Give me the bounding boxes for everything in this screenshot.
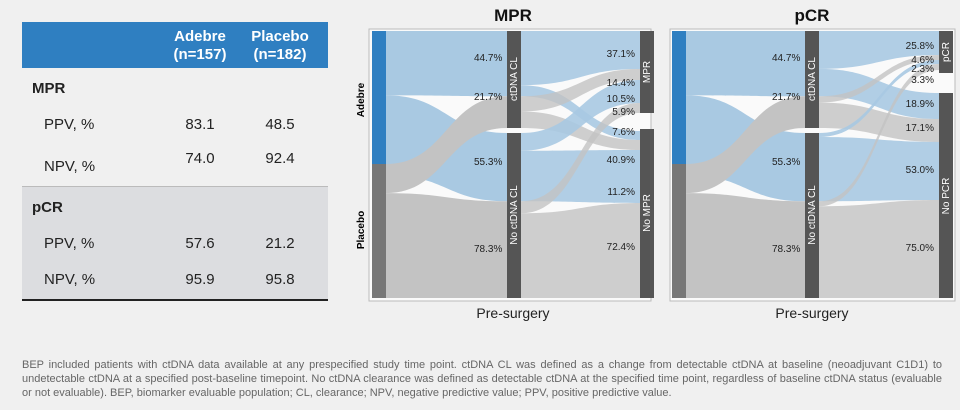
node-ctdna-cl — [805, 31, 819, 128]
flow-no-ctdna-cl-to-pcr — [819, 64, 939, 207]
section-title: pCR — [32, 199, 63, 216]
flow-pct-label: 78.3% — [474, 244, 502, 255]
sankey-pcr: pCR ctDNA CL No ctDNA CL pCR No PCR 44.7… — [669, 6, 956, 321]
flow-ctdna-cl-to-no-pcr — [819, 102, 939, 142]
mid-label-no-ctdna-cl: No ctDNA CL — [807, 185, 818, 245]
flow-adebre-to-ctdna-cl — [686, 31, 805, 97]
section-title: MPR — [32, 80, 66, 97]
flow-ctdna-cl-to-no-mpr — [521, 111, 640, 150]
sankey-mpr: MPR Adebre Placebo ctDNA CL No ctDNA CL … — [356, 6, 654, 321]
flow-pct-label: 21.7% — [772, 92, 800, 103]
table-header: Adebre (n=157) Placebo (n=182) — [22, 22, 328, 68]
flow-no-ctdna-cl-to-pcr — [819, 60, 939, 137]
flow-pct-label: 40.9% — [607, 155, 635, 166]
section-mpr: MPR PPV, % 83.1 48.5 NPV, % 74.0 92.4 — [22, 68, 328, 187]
mid-label-no-ctdna-cl: No ctDNA CL — [509, 185, 520, 245]
header-adebre: Adebre (n=157) — [173, 28, 227, 63]
flow-pct-label: 11.2% — [607, 187, 635, 198]
flow-pct-label: 25.8% — [906, 41, 934, 52]
flow-pct-label: 4.6% — [911, 55, 934, 66]
right-label-no-pcr: No PCR — [941, 178, 952, 215]
mid-label-ctdna-cl: ctDNA CL — [509, 57, 520, 101]
left-label-placebo: Placebo — [356, 211, 367, 249]
node-placebo — [372, 164, 386, 298]
node-no-ctdna-cl — [507, 133, 521, 298]
flow-no-ctdna-cl-to-no-pcr — [819, 200, 939, 298]
flow-pct-label: 78.3% — [772, 244, 800, 255]
flow-pct-label: 2.3% — [911, 64, 934, 75]
flow-no-ctdna-cl-to-no-pcr — [819, 137, 939, 202]
node-no-pcr — [939, 93, 953, 298]
chart-title: MPR — [494, 6, 532, 25]
header-placebo: Placebo (n=182) — [251, 28, 309, 63]
node-pcr — [939, 31, 953, 73]
flow-pct-label: 10.5% — [607, 94, 635, 105]
flow-pct-label: 53.0% — [906, 165, 934, 176]
footnote: BEP included patients with ctDNA data av… — [22, 359, 942, 399]
flow-placebo-to-ctdna-cl — [386, 96, 507, 194]
section-pcr: pCR PPV, % 57.6 21.2 NPV, % 95.9 95.8 — [22, 187, 328, 301]
node-placebo — [672, 164, 686, 298]
flow-pct-label: 5.9% — [612, 107, 635, 118]
node-mpr — [640, 31, 654, 113]
flow-adebre-to-ctdna-cl — [386, 31, 507, 97]
flow-pct-label: 72.4% — [607, 242, 635, 253]
flow-pct-label: 55.3% — [772, 157, 800, 168]
flow-pct-label: 14.4% — [607, 78, 635, 89]
right-label-pcr: pCR — [941, 42, 952, 62]
flow-pct-label: 44.7% — [474, 53, 502, 64]
flow-placebo-to-no-ctdna-cl — [686, 193, 805, 298]
flow-pct-label: 44.7% — [772, 53, 800, 64]
flow-pct-label: 7.6% — [612, 127, 635, 138]
chart-title: pCR — [795, 6, 830, 25]
flow-no-ctdna-cl-to-no-mpr — [521, 150, 640, 203]
flow-pct-label: 21.7% — [474, 92, 502, 103]
flow-no-ctdna-cl-to-no-mpr — [521, 203, 640, 298]
flow-ctdna-cl-to-mpr — [521, 69, 640, 112]
mid-label-ctdna-cl: ctDNA CL — [807, 57, 818, 101]
flow-ctdna-cl-to-mpr — [521, 31, 640, 86]
flow-placebo-to-no-ctdna-cl — [386, 193, 507, 298]
x-axis-label: Pre-surgery — [476, 305, 549, 321]
flow-ctdna-cl-to-pcr — [819, 55, 939, 103]
flow-ctdna-cl-to-no-pcr — [819, 68, 939, 119]
node-no-mpr — [640, 129, 654, 298]
flow-no-ctdna-cl-to-mpr — [521, 80, 640, 151]
flow-placebo-to-ctdna-cl — [686, 96, 805, 194]
node-no-ctdna-cl — [805, 133, 819, 298]
node-adebre — [372, 31, 386, 175]
flow-pct-label: 75.0% — [906, 243, 934, 254]
flow-no-ctdna-cl-to-mpr — [521, 103, 640, 214]
results-table: Adebre (n=157) Placebo (n=182) MPR PPV, … — [22, 22, 328, 301]
node-adebre — [672, 31, 686, 175]
right-label-mpr: MPR — [642, 61, 653, 83]
right-label-no-mpr: No MPR — [642, 194, 653, 232]
flow-pct-label: 3.3% — [911, 75, 934, 86]
flow-pct-label: 18.9% — [906, 99, 934, 110]
flow-pct-label: 55.3% — [474, 157, 502, 168]
flow-ctdna-cl-to-pcr — [819, 31, 939, 69]
x-axis-label: Pre-surgery — [775, 305, 848, 321]
left-label-adebre: Adebre — [356, 82, 367, 117]
flow-pct-label: 37.1% — [607, 49, 635, 60]
flow-pct-label: 17.1% — [906, 123, 934, 134]
node-ctdna-cl — [507, 31, 521, 128]
